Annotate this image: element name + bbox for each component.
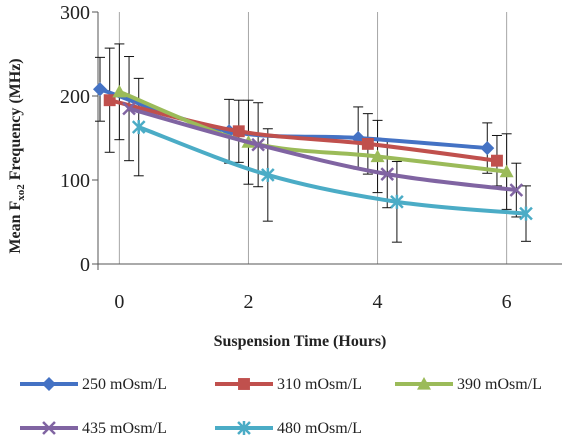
data-point [499,164,514,178]
error-bars [133,77,531,243]
data-point [260,167,275,182]
legend-label: 310 mOsm/L [277,376,362,393]
legend-label: 390 mOsm/L [457,376,542,393]
series-layer [93,43,533,243]
data-point [238,378,250,390]
data-point [122,101,136,116]
data-point [361,137,374,150]
x-tick-label: 4 [373,291,383,313]
data-point [491,154,503,167]
y-tick-label: 200 [60,86,90,108]
y-tick-label: 300 [60,2,90,24]
marker-stroke [380,167,395,181]
y-axis-title-suffix: Frequency (MHz) [7,58,24,184]
y-axis-title-subscript: xo2 [15,184,27,201]
data-point [519,206,533,221]
marker-stroke [122,101,136,116]
data-point [93,82,107,97]
data-point [103,94,116,107]
series-line [128,106,517,193]
data-point [480,141,495,156]
legend-item: 250 mOsm/L [20,376,167,393]
y-tick-label: 100 [60,170,90,192]
x-axis-title: Suspension Time (Hours) [214,333,387,350]
x-tick-label: 0 [114,291,124,313]
marker-stroke [42,421,56,435]
data-point [232,125,245,138]
data-point [131,120,146,135]
data-point [390,194,404,209]
x-tick-label: 2 [243,291,253,313]
series-line [118,89,507,174]
legend: 250 mOsm/L 310 mOsm/L 390 mOsm/L 435 mOsm/L… [20,376,542,437]
marker-stroke [251,137,265,152]
data-point [112,84,127,98]
data-point [42,377,56,391]
data-point [237,421,251,435]
legend-item: 480 mOsm/L [215,420,362,437]
data-point [42,421,56,435]
y-axis-title: Mean Fxo2 Frequency (MHz) [7,58,27,253]
legend-item: 310 mOsm/L [215,376,362,393]
data-point [370,149,385,163]
data-point [509,183,524,197]
axes: 0 100 200 300 0 2 4 6 [60,2,562,313]
series-line [109,98,498,163]
legend-item: 390 mOsm/L [395,376,542,393]
series-line [138,125,527,216]
legend-item: 435 mOsm/L [20,420,167,437]
y-axis-title-prefix: Mean F [7,201,24,254]
data-point [251,137,265,152]
x-tick-label: 6 [502,291,512,313]
marker-stroke [509,183,524,197]
data-point [380,167,395,181]
data-point [417,377,431,390]
labels: Suspension Time (Hours) Mean Fxo2 Freque… [7,58,386,350]
legend-label: 250 mOsm/L [82,376,167,393]
legend-label: 435 mOsm/L [82,420,167,437]
legend-label: 480 mOsm/L [277,420,362,437]
y-tick-label: 0 [80,254,90,276]
